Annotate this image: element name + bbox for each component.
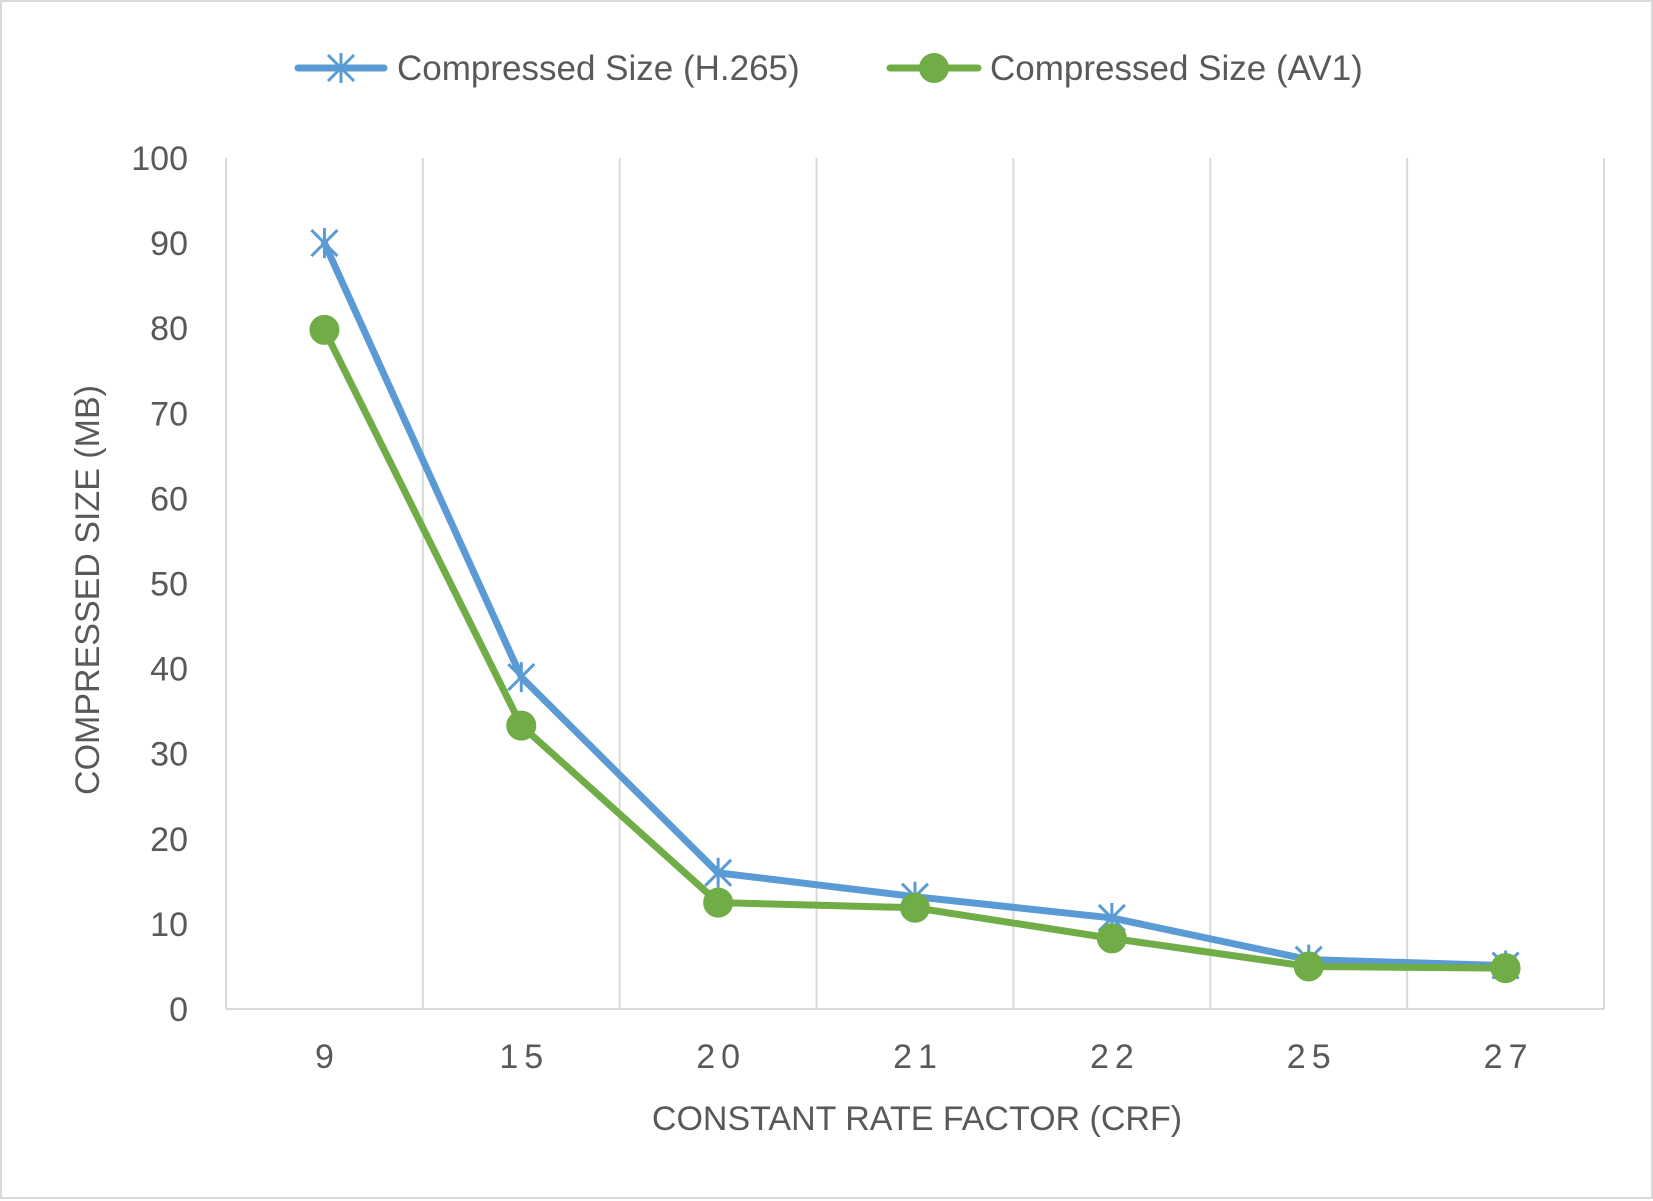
y-tick-label: 40 — [150, 651, 188, 689]
y-tick-label: 20 — [150, 821, 188, 859]
series-line — [320, 326, 1510, 972]
data-point — [309, 314, 340, 345]
legend-marker — [919, 53, 949, 83]
data-point — [1490, 953, 1521, 984]
data-point — [703, 887, 734, 918]
data-point — [704, 857, 733, 888]
y-axis-title: COMPRESSED SIZE (MB) — [69, 385, 107, 795]
x-tick-label: 22 — [1090, 1038, 1140, 1076]
data-point — [507, 662, 536, 693]
x-tick-label: 9 — [315, 1038, 340, 1076]
y-tick-label: 0 — [169, 991, 188, 1029]
y-tick-label: 100 — [131, 140, 188, 178]
legend-label: Compressed Size (H.265) — [397, 49, 800, 88]
x-tick-label: 15 — [499, 1038, 549, 1076]
y-tick-label: 50 — [150, 566, 188, 604]
y-tick-label: 80 — [150, 310, 188, 348]
x-tick-label: 25 — [1287, 1038, 1337, 1076]
data-point — [506, 710, 537, 741]
legend-marker — [326, 53, 356, 83]
legend-item-2: Compressed Size (AV1) — [886, 49, 1363, 88]
y-tick-label: 10 — [150, 906, 188, 944]
series-2 — [309, 314, 1521, 984]
legend-label: Compressed Size (AV1) — [990, 49, 1363, 88]
y-tick-label: 30 — [150, 736, 188, 774]
legend: Compressed Size (H.265) Compressed Size (… — [294, 49, 1363, 88]
series-line — [320, 239, 1510, 970]
series-layer — [309, 228, 1521, 984]
data-point — [310, 228, 339, 259]
data-point — [1293, 951, 1324, 982]
x-tick-label: 20 — [696, 1038, 746, 1076]
data-point — [900, 892, 930, 923]
series-1 — [310, 228, 1520, 981]
axes: 0 10 20 30 40 50 60 70 80 90 100 9 15 20 21 22 25 27 — [131, 140, 1604, 1076]
gridlines — [225, 158, 1605, 1009]
y-tick-label: 60 — [150, 480, 188, 518]
x-tick-label: 27 — [1484, 1038, 1534, 1076]
data-point — [1096, 923, 1127, 954]
x-tick-label: 21 — [893, 1038, 943, 1076]
x-axis-title: CONSTANT RATE FACTOR (CRF) — [652, 1100, 1182, 1138]
legend-item-1: Compressed Size (H.265) — [294, 49, 800, 88]
y-tick-label: 70 — [150, 395, 188, 433]
y-tick-label: 90 — [150, 225, 188, 263]
